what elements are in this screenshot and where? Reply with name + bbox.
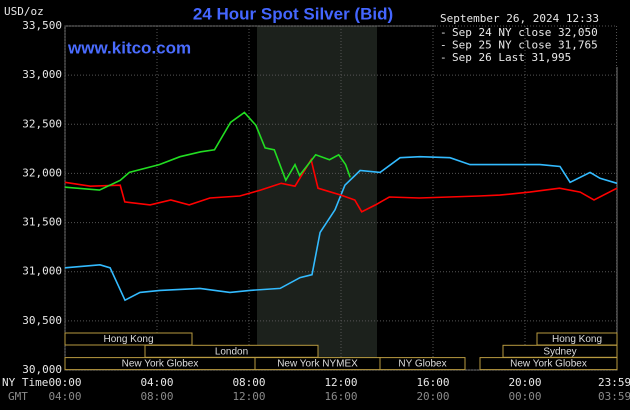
session-label: Hong Kong <box>103 334 153 345</box>
x2-tick-label: 08:00 <box>140 390 173 403</box>
x2-tick-label: 20:00 <box>416 390 449 403</box>
y-tick-label: 32,500 <box>22 117 62 130</box>
session-label: New York NYMEX <box>277 359 358 370</box>
legend-box <box>436 9 628 67</box>
legend-marker: - <box>440 51 447 64</box>
x-tick-label: 08:00 <box>232 376 265 389</box>
y-tick-label: 30,000 <box>22 363 62 376</box>
nymex-shade <box>257 26 377 370</box>
x2-tick-label: 04:00 <box>48 390 81 403</box>
x2-axis-label: GMT <box>8 390 28 403</box>
legend-entry: Sep 25 NY close 31,765 <box>452 39 598 52</box>
x2-tick-label: 12:00 <box>232 390 265 403</box>
x-tick-label: 12:00 <box>324 376 357 389</box>
series-line <box>64 157 618 213</box>
legend-entry: Sep 26 Last 31,995 <box>452 51 571 64</box>
x-tick-label: 23:59 <box>598 376 630 389</box>
y-tick-label: 31,500 <box>22 216 62 229</box>
website: www.kitco.com <box>67 38 191 57</box>
y-tick-label: 32,000 <box>22 166 62 179</box>
legend-marker: - <box>440 39 447 52</box>
y-tick-label: 33,000 <box>22 68 62 81</box>
chart-title: 24 Hour Spot Silver (Bid) <box>193 4 393 23</box>
x2-tick-label: 00:00 <box>508 390 541 403</box>
session-label: London <box>215 346 248 357</box>
y-axis-label: USD/oz <box>4 5 44 18</box>
x-tick-label: 00:00 <box>48 376 81 389</box>
series-line <box>64 111 351 191</box>
session-label: New York Globex <box>122 359 199 370</box>
x2-tick-label: 16:00 <box>324 390 357 403</box>
x-tick-label: 20:00 <box>508 376 541 389</box>
series-line <box>64 155 618 302</box>
session-label: New York Globex <box>510 359 587 370</box>
session-label: Hong Kong <box>552 334 602 345</box>
x-axis-label: NY Time <box>2 376 48 389</box>
session-bar <box>379 357 466 371</box>
legend-entry: Sep 24 NY close 32,050 <box>452 26 598 39</box>
session-label: NY Globex <box>398 359 446 370</box>
x-tick-label: 16:00 <box>416 376 449 389</box>
legend-marker: - <box>440 26 447 39</box>
y-tick-label: 31,000 <box>22 265 62 278</box>
x2-tick-label: 03:59 <box>598 390 630 403</box>
session-bar <box>64 332 193 346</box>
y-tick-label: 30,500 <box>22 314 62 327</box>
session-label: Sydney <box>543 346 576 357</box>
session-bar <box>479 357 618 371</box>
timestamp: September 26, 2024 12:33 <box>440 12 599 25</box>
x-tick-label: 04:00 <box>140 376 173 389</box>
y-tick-label: 33,500 <box>22 19 62 32</box>
